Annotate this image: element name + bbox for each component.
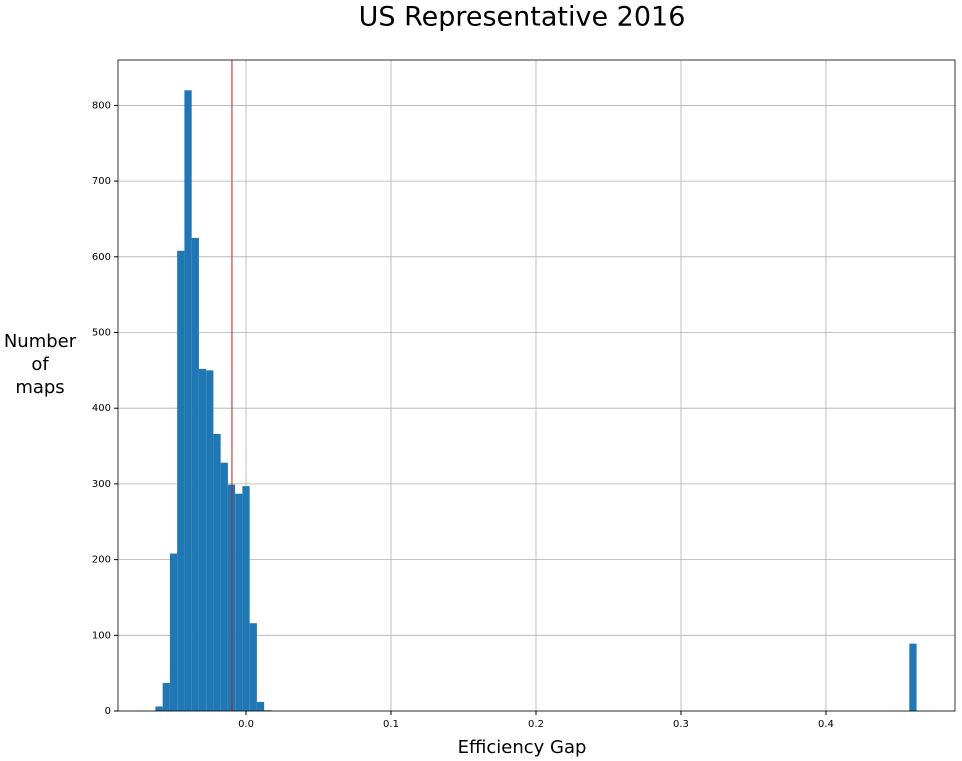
bar (169, 553, 178, 711)
plot-frame (117, 59, 956, 712)
bar (242, 486, 250, 711)
bar (235, 493, 243, 711)
x-tick-label: 0.4 (818, 719, 834, 730)
bar (249, 623, 257, 711)
bar (155, 706, 163, 711)
bar (162, 682, 170, 711)
y-tick-label: 100 (92, 630, 111, 641)
bar (256, 701, 265, 711)
bar (213, 433, 221, 711)
bar (206, 370, 214, 711)
x-tick-label: 0.2 (528, 719, 544, 730)
x-tick-label: 0.1 (383, 719, 399, 730)
y-tick-label: 300 (92, 479, 111, 490)
y-axis-label: Number of maps (3, 331, 77, 398)
x-axis-label: Efficiency Gap (458, 737, 587, 758)
y-tick-label: 800 (92, 100, 111, 111)
bar (191, 237, 199, 712)
x-tick-label: 0.3 (673, 719, 689, 730)
y-tick-label: 200 (92, 555, 111, 566)
bar (909, 643, 917, 711)
bar (184, 90, 192, 712)
chart-title: US Representative 2016 (359, 2, 686, 33)
bar (198, 368, 207, 711)
y-tick-label: 400 (92, 403, 111, 414)
bar (177, 250, 185, 712)
y-tick-label: 500 (92, 328, 111, 339)
y-tick-label: 0 (105, 706, 111, 717)
bar (220, 462, 228, 711)
x-tick-label: 0.0 (238, 719, 254, 730)
y-tick-label: 700 (92, 176, 111, 187)
y-tick-label: 600 (92, 252, 111, 263)
